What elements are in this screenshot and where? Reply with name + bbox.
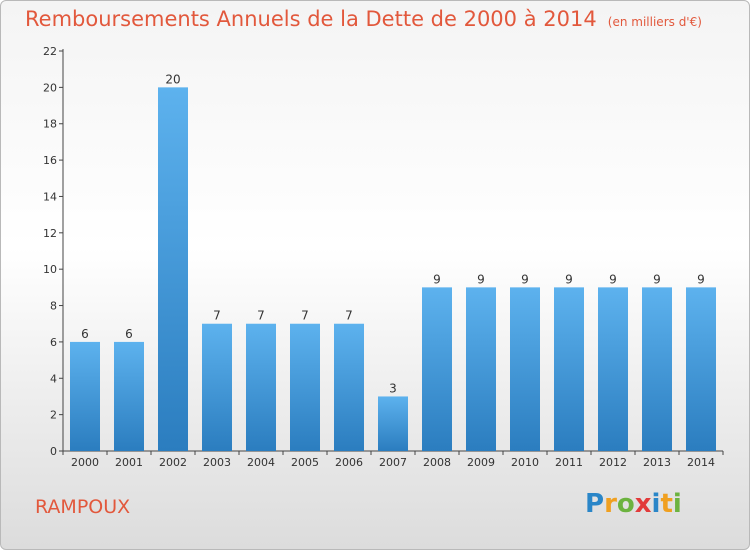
- y-tick-label: 16: [43, 154, 57, 167]
- y-tick-label: 4: [50, 372, 57, 385]
- x-tick-label: 2001: [115, 456, 143, 469]
- data-label: 6: [81, 327, 89, 341]
- x-tick-label: 2005: [291, 456, 319, 469]
- x-tick-label: 2006: [335, 456, 363, 469]
- data-label: 7: [301, 309, 309, 323]
- chart-title: Remboursements Annuels de la Dette de 20…: [25, 7, 702, 31]
- x-tick-label: 2008: [423, 456, 451, 469]
- commune-name: RAMPOUX: [35, 496, 131, 518]
- y-tick-label: 20: [43, 81, 57, 94]
- x-tick-label: 2011: [555, 456, 583, 469]
- data-label: 7: [213, 309, 221, 323]
- data-label: 9: [433, 272, 441, 286]
- x-tick-label: 2013: [643, 456, 671, 469]
- chart-unit-label: (en milliers d'€): [607, 15, 702, 29]
- data-label: 20: [165, 72, 180, 86]
- bar: [290, 323, 320, 451]
- y-tick-label: 22: [43, 45, 57, 58]
- bar: [642, 287, 672, 451]
- bar: [378, 396, 408, 451]
- data-label: 9: [565, 272, 573, 286]
- x-tick-label: 2004: [247, 456, 275, 469]
- data-label: 9: [521, 272, 529, 286]
- bar: [422, 287, 452, 451]
- data-label: 3: [389, 381, 397, 395]
- data-label: 7: [257, 309, 265, 323]
- data-label: 9: [477, 272, 485, 286]
- y-tick-label: 8: [50, 300, 57, 313]
- bar: [686, 287, 716, 451]
- bar: [70, 341, 100, 451]
- bar: [334, 323, 364, 451]
- y-tick-label: 0: [50, 445, 57, 458]
- data-label: 9: [697, 272, 705, 286]
- data-label: 7: [345, 309, 353, 323]
- y-tick-label: 6: [50, 336, 57, 349]
- x-tick-label: 2012: [599, 456, 627, 469]
- bar: [202, 323, 232, 451]
- bar: [510, 287, 540, 451]
- bar: [246, 323, 276, 451]
- data-label: 6: [125, 327, 133, 341]
- bar: [598, 287, 628, 451]
- bar: [114, 341, 144, 451]
- y-tick-label: 14: [43, 190, 57, 203]
- x-tick-label: 2000: [71, 456, 99, 469]
- bar: [466, 287, 496, 451]
- x-tick-label: 2009: [467, 456, 495, 469]
- x-tick-label: 2007: [379, 456, 407, 469]
- proxiti-logo: Proxiti: [585, 489, 682, 519]
- chart-title-main: Remboursements Annuels de la Dette de 20…: [25, 7, 597, 31]
- x-tick-label: 2003: [203, 456, 231, 469]
- bar: [158, 87, 188, 451]
- x-tick-label: 2014: [687, 456, 715, 469]
- y-tick-label: 2: [50, 409, 57, 422]
- y-tick-label: 18: [43, 118, 57, 131]
- x-tick-label: 2010: [511, 456, 539, 469]
- data-label: 9: [609, 272, 617, 286]
- y-tick-label: 10: [43, 263, 57, 276]
- x-tick-label: 2002: [159, 456, 187, 469]
- data-label: 9: [653, 272, 661, 286]
- y-tick-label: 12: [43, 227, 57, 240]
- bar: [554, 287, 584, 451]
